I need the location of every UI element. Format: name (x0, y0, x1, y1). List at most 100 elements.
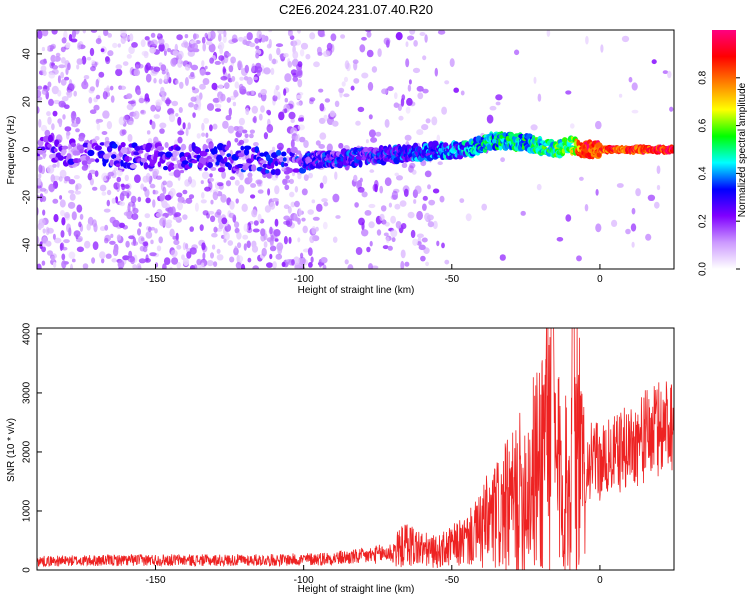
noise-speck (137, 63, 144, 69)
noise-speck (266, 109, 271, 115)
noise-speck (61, 246, 68, 251)
noise-speck (112, 219, 120, 228)
noise-speck (125, 240, 130, 248)
noise-speck (340, 34, 346, 39)
noise-speck (434, 67, 438, 77)
noise-speck (298, 207, 302, 217)
noise-speck (377, 48, 382, 57)
noise-speck (290, 118, 295, 124)
noise-speck (234, 179, 240, 186)
signal-point (274, 168, 281, 176)
noise-speck (166, 71, 170, 81)
noise-speck (173, 239, 180, 246)
noise-speck (143, 186, 147, 192)
noise-speck (241, 129, 248, 134)
noise-speck (242, 39, 248, 45)
noise-speck (52, 261, 57, 268)
snr-y-tick-label: 4000 (22, 322, 33, 345)
noise-speck (309, 97, 316, 102)
signal-point (164, 142, 169, 148)
noise-speck (465, 213, 472, 222)
noise-speck (315, 226, 319, 232)
noise-speck (359, 44, 366, 53)
noise-speck (294, 186, 299, 193)
noise-speck (242, 234, 249, 240)
noise-speck (365, 139, 369, 144)
noise-speck (367, 81, 374, 91)
noise-speck (182, 214, 188, 220)
noise-speck (353, 174, 358, 182)
noise-speck (247, 257, 252, 263)
noise-speck (191, 86, 196, 91)
noise-speck (209, 124, 213, 132)
noise-speck (390, 229, 398, 238)
noise-speck (184, 77, 189, 86)
noise-speck (398, 115, 404, 121)
noise-speck (263, 241, 268, 248)
noise-speck (288, 111, 296, 120)
signal-point (134, 146, 141, 152)
noise-speck (37, 89, 42, 98)
snr-series-line (37, 328, 674, 570)
noise-speck (232, 101, 237, 107)
signal-point (81, 160, 88, 166)
snr-x-axis-label: Height of straight line (km) (298, 584, 415, 595)
signal-point (43, 135, 50, 143)
signal-point (292, 168, 300, 173)
snr-x-ticks: -150 -100 -50 0 (146, 565, 603, 586)
noise-speck (201, 242, 206, 251)
noise-speck (134, 174, 141, 183)
noise-speck (41, 88, 48, 95)
noise-speck (257, 213, 262, 223)
noise-speck (164, 194, 172, 201)
noise-speck (193, 264, 198, 269)
noise-speck (74, 190, 82, 195)
noise-speck (155, 212, 162, 218)
noise-speck (169, 188, 176, 197)
snr-marks (37, 328, 674, 570)
noise-speck (514, 49, 520, 56)
noise-speck (354, 202, 359, 208)
noise-speck (63, 30, 68, 40)
noise-speck (282, 108, 287, 114)
noise-speck (67, 201, 76, 209)
noise-speck (82, 263, 89, 269)
signal-point (259, 160, 267, 164)
noise-speck (66, 89, 73, 98)
noise-speck (416, 210, 423, 221)
noise-speck (93, 223, 98, 233)
noise-speck (227, 125, 235, 134)
noise-speck (173, 169, 181, 178)
noise-speck (103, 30, 109, 37)
noise-speck (223, 238, 227, 243)
noise-speck (169, 266, 173, 269)
noise-speck (102, 90, 108, 100)
noise-speck (67, 83, 75, 92)
noise-speck (228, 212, 235, 219)
noise-speck (193, 33, 197, 40)
noise-speck (413, 199, 417, 204)
noise-speck (54, 237, 62, 244)
noise-speck (87, 172, 93, 181)
noise-speck (168, 113, 176, 123)
noise-speck (315, 140, 321, 146)
signal-point (61, 148, 67, 154)
noise-speck (359, 177, 363, 183)
noise-speck (186, 251, 192, 259)
noise-speck (37, 235, 40, 245)
noise-speck (290, 69, 298, 76)
noise-speck (299, 136, 306, 143)
noise-speck (176, 34, 183, 41)
noise-speck (150, 32, 156, 38)
noise-speck (285, 218, 293, 228)
signal-point (57, 155, 64, 161)
noise-speck (189, 226, 194, 232)
noise-speck (88, 97, 93, 104)
signal-point (358, 160, 363, 168)
noise-speck (119, 192, 125, 202)
noise-speck (368, 221, 375, 229)
noise-speck (250, 90, 255, 95)
snr-frame (36, 327, 675, 571)
noise-speck (344, 259, 349, 265)
noise-speck (65, 42, 71, 49)
